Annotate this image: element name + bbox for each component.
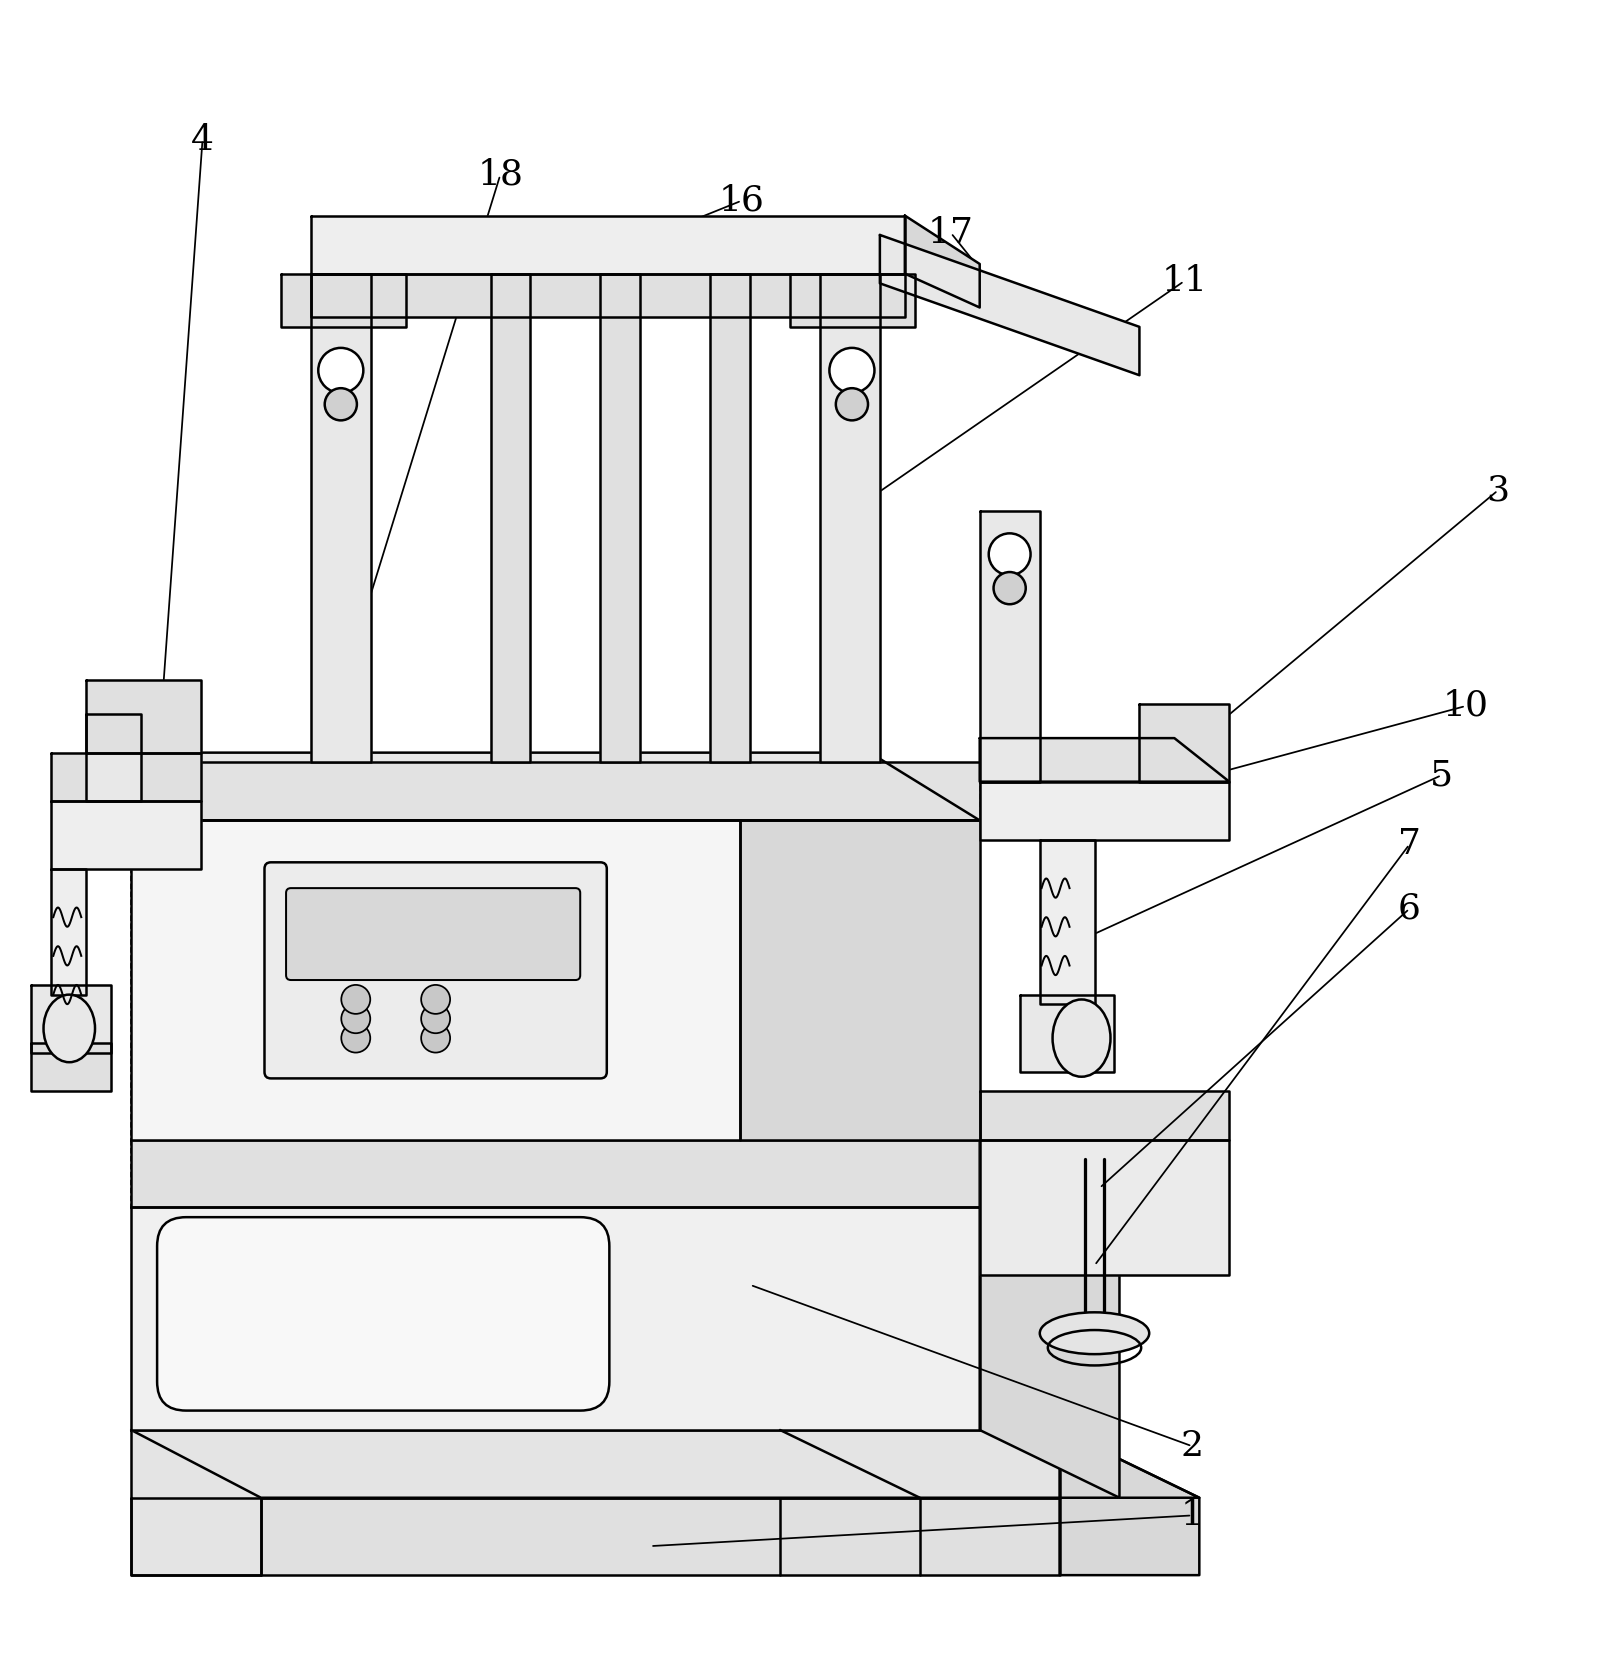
Polygon shape <box>904 216 980 308</box>
Polygon shape <box>31 1043 111 1091</box>
Circle shape <box>988 534 1030 575</box>
Text: 4: 4 <box>192 123 214 156</box>
Polygon shape <box>980 511 1040 782</box>
Circle shape <box>342 984 371 1014</box>
Polygon shape <box>980 738 1230 782</box>
Text: 18: 18 <box>477 158 524 191</box>
Polygon shape <box>600 274 640 762</box>
Polygon shape <box>311 216 904 274</box>
Text: 5: 5 <box>1430 758 1452 792</box>
Polygon shape <box>31 984 111 1053</box>
Polygon shape <box>131 1430 1199 1498</box>
Text: 10: 10 <box>1443 688 1489 723</box>
Polygon shape <box>131 1498 1059 1575</box>
Circle shape <box>342 1004 371 1033</box>
Text: 11: 11 <box>1161 264 1207 298</box>
Polygon shape <box>87 713 142 802</box>
Polygon shape <box>280 274 406 328</box>
Polygon shape <box>52 802 202 868</box>
Polygon shape <box>1040 840 1095 1004</box>
Circle shape <box>421 1004 450 1033</box>
Polygon shape <box>131 762 980 820</box>
Text: 6: 6 <box>1398 891 1420 926</box>
Polygon shape <box>821 274 880 762</box>
Polygon shape <box>52 753 202 802</box>
Ellipse shape <box>1053 999 1111 1076</box>
Polygon shape <box>131 1430 1059 1575</box>
Text: 7: 7 <box>1398 828 1420 861</box>
Circle shape <box>324 387 356 421</box>
Polygon shape <box>311 274 371 762</box>
Circle shape <box>830 348 874 392</box>
FancyBboxPatch shape <box>285 888 580 980</box>
Polygon shape <box>87 680 202 753</box>
Polygon shape <box>131 1139 980 1207</box>
Circle shape <box>837 387 867 421</box>
Polygon shape <box>131 753 980 820</box>
Polygon shape <box>131 1207 980 1430</box>
Polygon shape <box>1140 703 1230 782</box>
Polygon shape <box>980 782 1230 840</box>
Text: 16: 16 <box>719 183 764 218</box>
FancyBboxPatch shape <box>264 863 606 1078</box>
Circle shape <box>342 1024 371 1053</box>
Polygon shape <box>490 274 530 762</box>
FancyBboxPatch shape <box>156 1217 609 1410</box>
Circle shape <box>318 348 363 392</box>
Ellipse shape <box>44 994 95 1063</box>
Circle shape <box>421 984 450 1014</box>
Polygon shape <box>980 1091 1230 1139</box>
Circle shape <box>421 1024 450 1053</box>
Polygon shape <box>790 274 916 328</box>
Polygon shape <box>1020 994 1114 1073</box>
Polygon shape <box>131 820 740 1139</box>
Polygon shape <box>980 1139 1119 1276</box>
Polygon shape <box>740 820 980 1139</box>
Polygon shape <box>980 1207 1119 1498</box>
Text: 17: 17 <box>929 216 974 249</box>
Circle shape <box>993 572 1025 604</box>
Polygon shape <box>311 274 904 318</box>
Text: 2: 2 <box>1180 1429 1204 1463</box>
Polygon shape <box>1059 1430 1199 1575</box>
Polygon shape <box>980 1139 1230 1276</box>
Ellipse shape <box>1040 1312 1149 1354</box>
Polygon shape <box>52 868 87 994</box>
Text: 3: 3 <box>1486 474 1509 507</box>
Text: 1: 1 <box>1180 1498 1204 1532</box>
Polygon shape <box>880 234 1140 376</box>
Polygon shape <box>711 274 750 762</box>
